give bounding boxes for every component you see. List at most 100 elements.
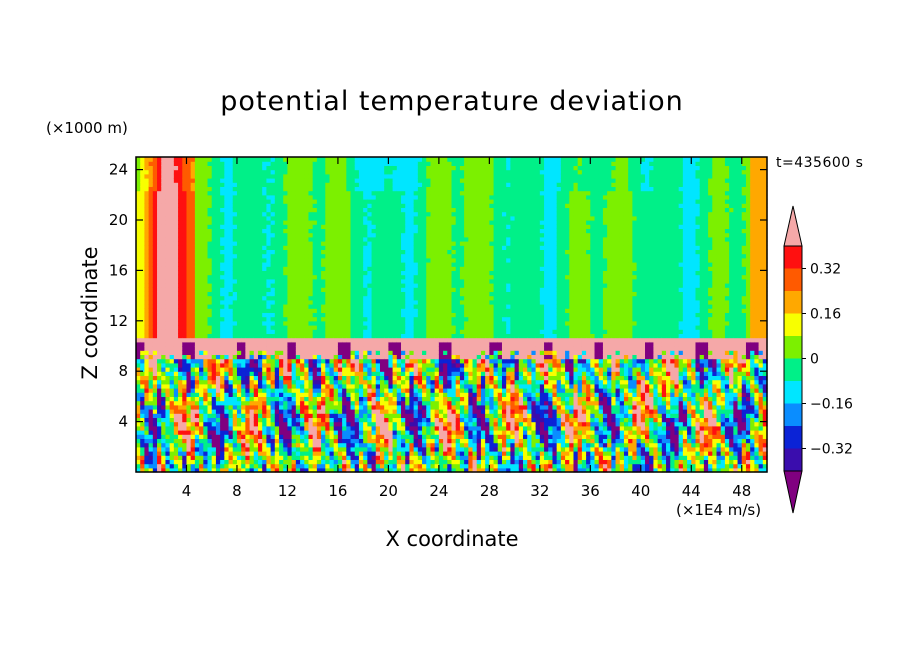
heatmap-cell	[178, 270, 183, 276]
heatmap-cell	[186, 169, 192, 175]
heatmap-cell	[253, 266, 259, 271]
heatmap-cell	[270, 182, 276, 187]
heatmap-cell	[199, 228, 204, 234]
heatmap-cell	[388, 266, 394, 271]
heatmap-cell	[236, 367, 242, 372]
heatmap-cell	[279, 308, 284, 313]
heatmap-cell	[220, 274, 225, 280]
heatmap-cell	[186, 442, 192, 448]
heatmap-cell	[379, 434, 385, 439]
heatmap-cell	[228, 270, 234, 276]
heatmap-cell	[379, 467, 385, 473]
heatmap-cell	[325, 308, 331, 313]
heatmap-cell	[379, 194, 385, 200]
heatmap-cell	[165, 463, 171, 469]
heatmap-cell	[291, 312, 297, 318]
heatmap-cell	[371, 404, 377, 410]
heatmap-cell	[371, 421, 377, 427]
heatmap-cell	[413, 467, 419, 473]
heatmap-cell	[228, 182, 234, 187]
heatmap-cell	[241, 463, 246, 469]
heatmap-cell	[140, 388, 146, 393]
heatmap-cell	[283, 304, 289, 309]
heatmap-cell	[316, 287, 322, 292]
heatmap-cell	[270, 438, 276, 444]
heatmap-cell	[329, 413, 335, 418]
heatmap-cell	[262, 236, 268, 242]
heatmap-cell	[375, 173, 381, 179]
heatmap-cell	[165, 421, 171, 427]
heatmap-cell	[173, 396, 179, 402]
heatmap-cell	[228, 241, 234, 246]
heatmap-cell	[173, 295, 179, 301]
heatmap-cell	[274, 350, 280, 355]
heatmap-cell	[236, 396, 242, 402]
heatmap-cell	[224, 291, 230, 297]
heatmap-cell	[199, 186, 204, 192]
heatmap-cell	[220, 362, 225, 368]
heatmap-cell	[169, 266, 175, 271]
heatmap-cell	[245, 283, 251, 288]
heatmap-cell	[144, 211, 150, 217]
heatmap-cell	[295, 266, 301, 271]
heatmap-cell	[295, 451, 301, 456]
heatmap-cell	[350, 299, 356, 305]
heatmap-cell	[358, 270, 364, 276]
heatmap-cell	[207, 207, 213, 213]
heatmap-cell	[379, 358, 385, 364]
heatmap-cell	[270, 413, 276, 418]
heatmap-cell	[178, 379, 183, 385]
heatmap-cell	[367, 400, 373, 406]
heatmap-cell	[279, 295, 284, 301]
x-axis-label-text: X coordinate	[385, 527, 519, 551]
heatmap-cell	[140, 463, 146, 469]
heatmap-cell	[169, 383, 175, 389]
heatmap-cell	[257, 299, 263, 305]
heatmap-cell	[300, 400, 305, 406]
heatmap-cell	[144, 320, 150, 326]
heatmap-cell	[287, 249, 293, 255]
heatmap-cell	[405, 283, 411, 288]
heatmap-cell	[379, 169, 385, 175]
heatmap-cell	[220, 266, 225, 271]
heatmap-cell	[363, 337, 368, 343]
heatmap-cell	[405, 438, 411, 444]
heatmap-cell	[148, 312, 154, 318]
heatmap-cell	[199, 400, 204, 406]
heatmap-cell	[337, 396, 343, 402]
heatmap-cell	[329, 236, 335, 242]
heatmap-cell	[236, 182, 242, 187]
heatmap-cell	[173, 379, 179, 385]
heatmap-cell	[152, 232, 158, 238]
heatmap-cell	[186, 350, 192, 355]
heatmap-cell	[169, 220, 175, 225]
heatmap-cell	[342, 316, 347, 322]
heatmap-cell	[144, 346, 150, 351]
heatmap-cell	[207, 215, 213, 221]
heatmap-cell	[379, 287, 385, 292]
heatmap-cell	[207, 320, 213, 326]
heatmap-cell	[203, 417, 209, 423]
heatmap-cell	[375, 203, 381, 208]
heatmap-cell	[358, 434, 364, 439]
heatmap-cell	[173, 199, 179, 204]
heatmap-cell	[350, 283, 356, 288]
heatmap-cell	[346, 392, 352, 397]
heatmap-cell	[392, 295, 398, 301]
heatmap-cell	[182, 392, 188, 397]
heatmap-cell	[388, 278, 394, 284]
heatmap-cell	[232, 425, 238, 431]
heatmap-cell	[232, 446, 238, 452]
heatmap-cell	[148, 228, 154, 234]
heatmap-cell	[409, 304, 415, 309]
heatmap-cell	[342, 190, 347, 196]
heatmap-cell	[270, 388, 276, 393]
heatmap-cell	[241, 215, 246, 221]
heatmap-cell	[257, 329, 263, 334]
heatmap-cell	[232, 396, 238, 402]
heatmap-cell	[148, 161, 154, 166]
heatmap-cell	[279, 253, 284, 259]
heatmap-cell	[287, 224, 293, 229]
heatmap-cell	[220, 245, 225, 250]
heatmap-cell	[279, 190, 284, 196]
